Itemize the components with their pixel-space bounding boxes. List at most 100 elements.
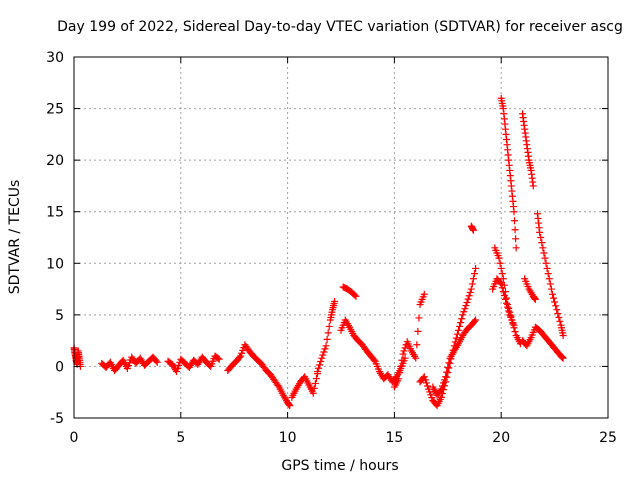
- data-point: [551, 298, 559, 306]
- y-tick-label-6: 25: [46, 102, 64, 118]
- series-segment-15: [519, 110, 537, 190]
- data-point: [495, 254, 503, 262]
- data-point: [454, 326, 462, 334]
- axis-ticks: 0 5 10 15 20 25 -5 0 5 10 15 20 25 30: [46, 50, 617, 446]
- data-point: [496, 259, 504, 267]
- x-axis-label: GPS time / hours: [281, 458, 398, 474]
- x-tick-label-3: 15: [385, 430, 403, 446]
- y-tick-label-2: 5: [55, 308, 64, 324]
- series-segment-4: [288, 370, 322, 401]
- data-point: [512, 235, 520, 243]
- series-segment-16: [521, 275, 539, 303]
- data-point: [236, 353, 244, 361]
- series-segment-11: [467, 222, 477, 234]
- data-point: [396, 369, 404, 377]
- y-axis-label: SDTVAR / TECUs: [7, 180, 23, 295]
- data-point: [554, 310, 562, 318]
- data-point: [153, 358, 161, 366]
- data-point: [469, 226, 477, 234]
- y-tick-label-1: 0: [55, 359, 64, 375]
- data-point: [511, 217, 519, 225]
- data-point: [152, 357, 160, 365]
- data-point: [437, 385, 445, 393]
- data-point: [469, 275, 477, 283]
- data-point: [471, 270, 478, 278]
- y-tick-label-4: 15: [46, 205, 64, 221]
- data-point: [466, 288, 474, 296]
- data-point: [401, 344, 409, 352]
- data-point: [453, 330, 461, 338]
- data-point: [424, 382, 432, 390]
- data-point: [555, 313, 563, 321]
- grid: [74, 57, 608, 418]
- data-point: [496, 279, 504, 287]
- data-point: [422, 379, 430, 387]
- data-point: [467, 285, 475, 293]
- data-point: [556, 317, 564, 325]
- data-point: [559, 331, 567, 339]
- data-point: [318, 354, 326, 362]
- data-point: [458, 315, 466, 323]
- data-point: [541, 254, 549, 262]
- data-point: [459, 311, 467, 319]
- data-point: [420, 373, 428, 381]
- data-point: [501, 295, 509, 303]
- data-point: [472, 264, 480, 272]
- data-point: [510, 208, 518, 216]
- data-point: [420, 290, 428, 298]
- data-point: [319, 351, 327, 359]
- data-point: [510, 321, 518, 329]
- x-tick-label-4: 20: [492, 430, 510, 446]
- plot-frame: [73, 56, 609, 419]
- data-point: [175, 361, 183, 369]
- data-point: [324, 329, 332, 337]
- data-point: [414, 327, 422, 335]
- data-point: [550, 294, 558, 302]
- series-segment-9: [416, 264, 480, 410]
- data-point: [504, 303, 512, 311]
- data-point: [543, 264, 551, 272]
- x-tick-label-0: 0: [70, 430, 79, 446]
- data-point: [310, 384, 318, 392]
- series-segment-18: [519, 323, 567, 362]
- series-segment-14: [497, 94, 520, 252]
- y-tick-label-7: 30: [46, 50, 64, 66]
- data-point: [438, 382, 446, 390]
- data-point: [542, 259, 550, 267]
- data-point: [309, 389, 317, 397]
- data-point: [540, 249, 548, 257]
- series-segment-13: [489, 275, 518, 329]
- series-segment-5: [314, 297, 339, 376]
- data-point: [400, 347, 408, 355]
- data-point: [320, 348, 328, 356]
- x-tick-label-1: 5: [176, 430, 185, 446]
- data-point: [398, 356, 406, 364]
- data-point: [465, 292, 473, 300]
- data-point: [437, 393, 445, 401]
- data-point: [500, 292, 508, 300]
- data-point: [552, 302, 560, 310]
- y-tick-label-5: 20: [46, 153, 64, 169]
- data-point: [460, 308, 468, 316]
- data-point: [413, 341, 421, 349]
- data-point: [471, 317, 478, 325]
- data-point: [498, 270, 506, 278]
- y-tick-label-3: 10: [46, 256, 64, 272]
- data-point: [351, 291, 359, 299]
- data-point: [443, 368, 451, 376]
- data-point: [536, 228, 544, 236]
- data-point: [498, 284, 506, 292]
- data-point: [317, 358, 325, 366]
- data-point: [399, 350, 407, 358]
- data-point: [312, 375, 320, 383]
- data-point: [323, 335, 331, 343]
- data-point: [370, 356, 378, 364]
- data-point: [215, 355, 223, 363]
- data-point: [331, 297, 339, 305]
- series-segment-2: [164, 352, 223, 376]
- data-point: [512, 244, 520, 252]
- series-segment-17: [534, 210, 567, 339]
- data-point: [511, 226, 519, 234]
- data-point: [397, 362, 405, 370]
